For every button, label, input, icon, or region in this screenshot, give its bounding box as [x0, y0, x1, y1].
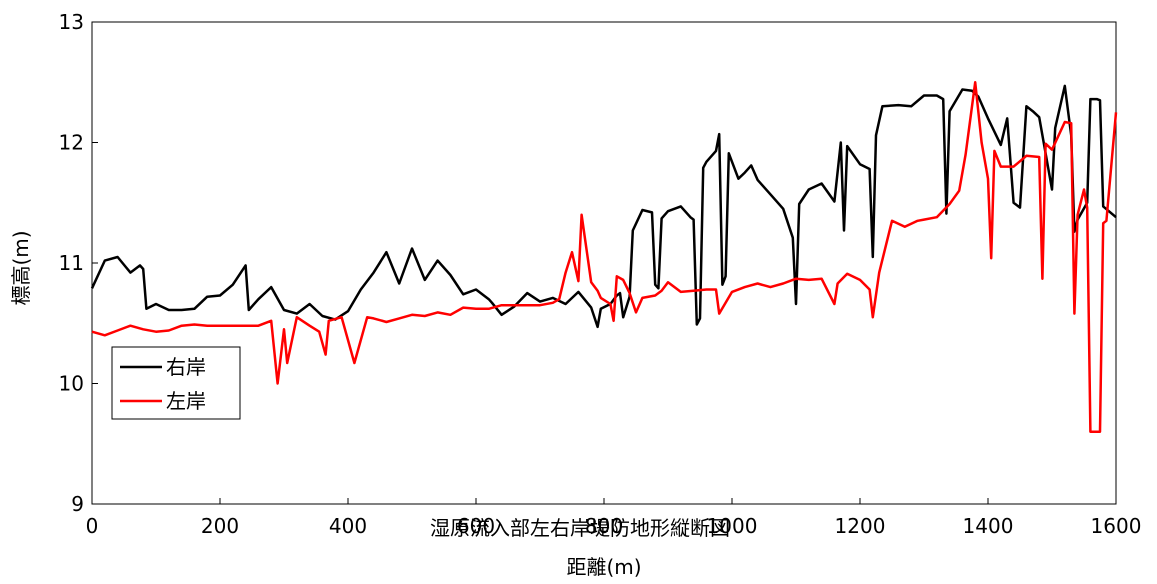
y-tick-label: 11 — [59, 251, 84, 275]
x-tick-label: 600 — [457, 514, 495, 538]
legend-label-right-bank: 右岸 — [166, 355, 206, 379]
legend-box — [111, 346, 241, 420]
x-axis-title: 距離(m) — [566, 555, 641, 579]
plot-area — [91, 21, 1117, 505]
x-tick-label: 400 — [329, 514, 367, 538]
x-tick-label: 0 — [86, 514, 99, 538]
legend: 右岸 左岸 — [111, 346, 241, 420]
axis-ticks: 0 200 400 600 800 1000 1200 1400 1600 9 10 11 12 13 — [59, 10, 1142, 538]
chart-title: 湿原流入部左右岸堤防地形縦断図 — [430, 516, 730, 540]
x-tick-label: 1200 — [835, 514, 886, 538]
y-tick-label: 9 — [71, 492, 84, 516]
x-tick-label: 1600 — [1091, 514, 1142, 538]
series-layer — [90, 81, 1118, 433]
series-line-left-bank — [91, 81, 1118, 433]
x-tick-label: 200 — [201, 514, 239, 538]
y-tick-label: 12 — [59, 131, 84, 155]
y-tick-label: 10 — [59, 372, 84, 396]
x-tick-label: 1400 — [963, 514, 1014, 538]
x-tick-label: 1000 — [707, 514, 758, 538]
y-axis-title: 標高(m) — [9, 230, 33, 305]
y-tick-label: 13 — [59, 10, 84, 34]
series-line-right-bank — [90, 84, 1117, 329]
legend-label-left-bank: 左岸 — [166, 389, 206, 413]
x-tick-label: 800 — [585, 514, 623, 538]
